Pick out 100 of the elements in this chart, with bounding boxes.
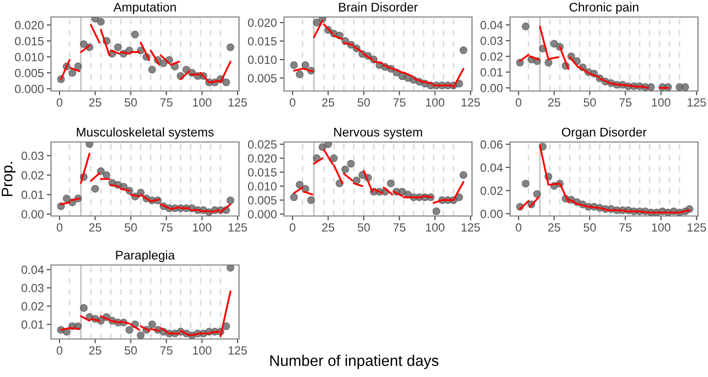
y-tick-label: 0.020 (248, 154, 277, 163)
y-tick-label: 0.02 (480, 52, 502, 61)
y-tick-label: 0.01 (22, 190, 44, 199)
y-tick-label: 0.010 (14, 52, 44, 62)
x-tick-label: 0 (516, 223, 522, 232)
point (148, 66, 156, 74)
x-tick-label: 100 (193, 223, 212, 232)
x-tick-label: 25 (89, 98, 102, 107)
point (301, 61, 310, 69)
point (647, 83, 655, 91)
point (222, 78, 230, 86)
x-tick-label: 0 (290, 98, 296, 107)
point (330, 154, 338, 162)
point (290, 193, 298, 202)
x-tick-label: 0 (290, 223, 296, 232)
x-tick-label: 0 (56, 223, 62, 232)
x-tick-label: 25 (548, 98, 560, 107)
x-tick-label: 75 (393, 98, 406, 107)
y-tick-label: 0.04 (22, 266, 44, 274)
point (347, 160, 355, 168)
point (341, 165, 350, 174)
point (148, 320, 156, 328)
x-tick-label: 125 (228, 98, 247, 107)
y-tick-label: 0.01 (22, 320, 44, 329)
x-tick-label: 125 (688, 98, 706, 107)
y-tick-label: 0.015 (14, 36, 44, 46)
x-tick-label: 125 (462, 98, 480, 107)
x-tick-label: 50 (124, 346, 137, 355)
x-tick-label: 50 (584, 223, 596, 232)
point (533, 190, 541, 198)
x-tick-label: 25 (89, 223, 102, 232)
x-tick-label: 75 (160, 223, 172, 232)
y-tick-label: 0.02 (22, 302, 44, 311)
y-tick-label: 0.015 (248, 37, 277, 46)
x-tick-label: 75 (619, 223, 632, 232)
x-tick-label: 50 (124, 223, 137, 232)
x-tick-label: 100 (193, 346, 212, 355)
y-tick-label: 0.020 (14, 21, 44, 30)
y-tick-label: 0.00 (480, 84, 503, 92)
point (681, 83, 690, 91)
point (455, 193, 464, 202)
y-tick-label: 0.04 (480, 20, 503, 30)
point (131, 30, 139, 38)
chart-title: Nervous system (334, 128, 422, 140)
point (125, 326, 134, 334)
x-tick-label: 100 (426, 98, 444, 107)
x-tick-label: 0 (56, 98, 62, 107)
point (74, 62, 82, 70)
chart-title: Musculoskeletal systems (76, 127, 214, 140)
point (86, 142, 94, 148)
y-tick-label: 0.000 (14, 84, 44, 94)
y-tick-label: 0.01 (480, 68, 502, 76)
chart-title: Paraplegia (116, 250, 175, 262)
point (96, 18, 105, 26)
x-tick-label: 50 (124, 98, 137, 107)
y-tick-label: 0.03 (22, 284, 44, 292)
point (114, 43, 122, 52)
x-tick-label: 75 (160, 98, 172, 107)
chart-title: Brain Disorder (339, 2, 418, 12)
x-tick-label: 125 (228, 346, 247, 355)
chart-title: Organ Disorder (562, 127, 647, 140)
point (80, 40, 88, 48)
y-axis-title: Prop. (2, 162, 16, 196)
x-tick-label: 25 (322, 98, 334, 107)
y-tick-label: 0.020 (248, 18, 277, 27)
x-tick-label: 0 (516, 98, 522, 107)
y-tick-label: 0.06 (480, 140, 503, 149)
y-tick-label: 0.03 (480, 36, 503, 46)
point (307, 196, 315, 204)
x-tick-label: 75 (619, 98, 632, 107)
x-tick-label: 125 (462, 223, 480, 232)
y-tick-label: 0.02 (22, 171, 44, 180)
x-tick-label: 50 (358, 223, 370, 232)
point (62, 194, 71, 202)
chart-title: Amputation (113, 2, 176, 14)
chart-title: Chronic pain (570, 2, 638, 14)
y-tick-label: 0.010 (248, 56, 277, 64)
point (296, 180, 304, 189)
x-tick-label: 0 (56, 346, 62, 355)
y-tick-label: 0.02 (480, 186, 502, 195)
point (522, 22, 530, 30)
y-tick-label: 0.03 (22, 152, 44, 160)
x-tick-label: 25 (322, 223, 334, 232)
point (460, 46, 468, 54)
x-axis-title: Number of inpatient days (270, 354, 438, 370)
x-tick-label: 125 (688, 223, 706, 232)
y-tick-label: 0.005 (14, 68, 44, 78)
point (550, 40, 558, 48)
x-tick-label: 75 (393, 223, 406, 232)
x-tick-label: 75 (160, 346, 172, 355)
point (226, 43, 234, 52)
x-tick-label: 125 (228, 223, 247, 232)
x-tick-label: 50 (584, 98, 596, 107)
y-tick-label: 0.005 (248, 196, 277, 204)
point (386, 179, 395, 188)
y-tick-label: 0.010 (248, 182, 277, 191)
point (102, 171, 110, 179)
point (324, 142, 332, 148)
x-tick-label: 100 (426, 223, 444, 232)
point (290, 61, 298, 69)
